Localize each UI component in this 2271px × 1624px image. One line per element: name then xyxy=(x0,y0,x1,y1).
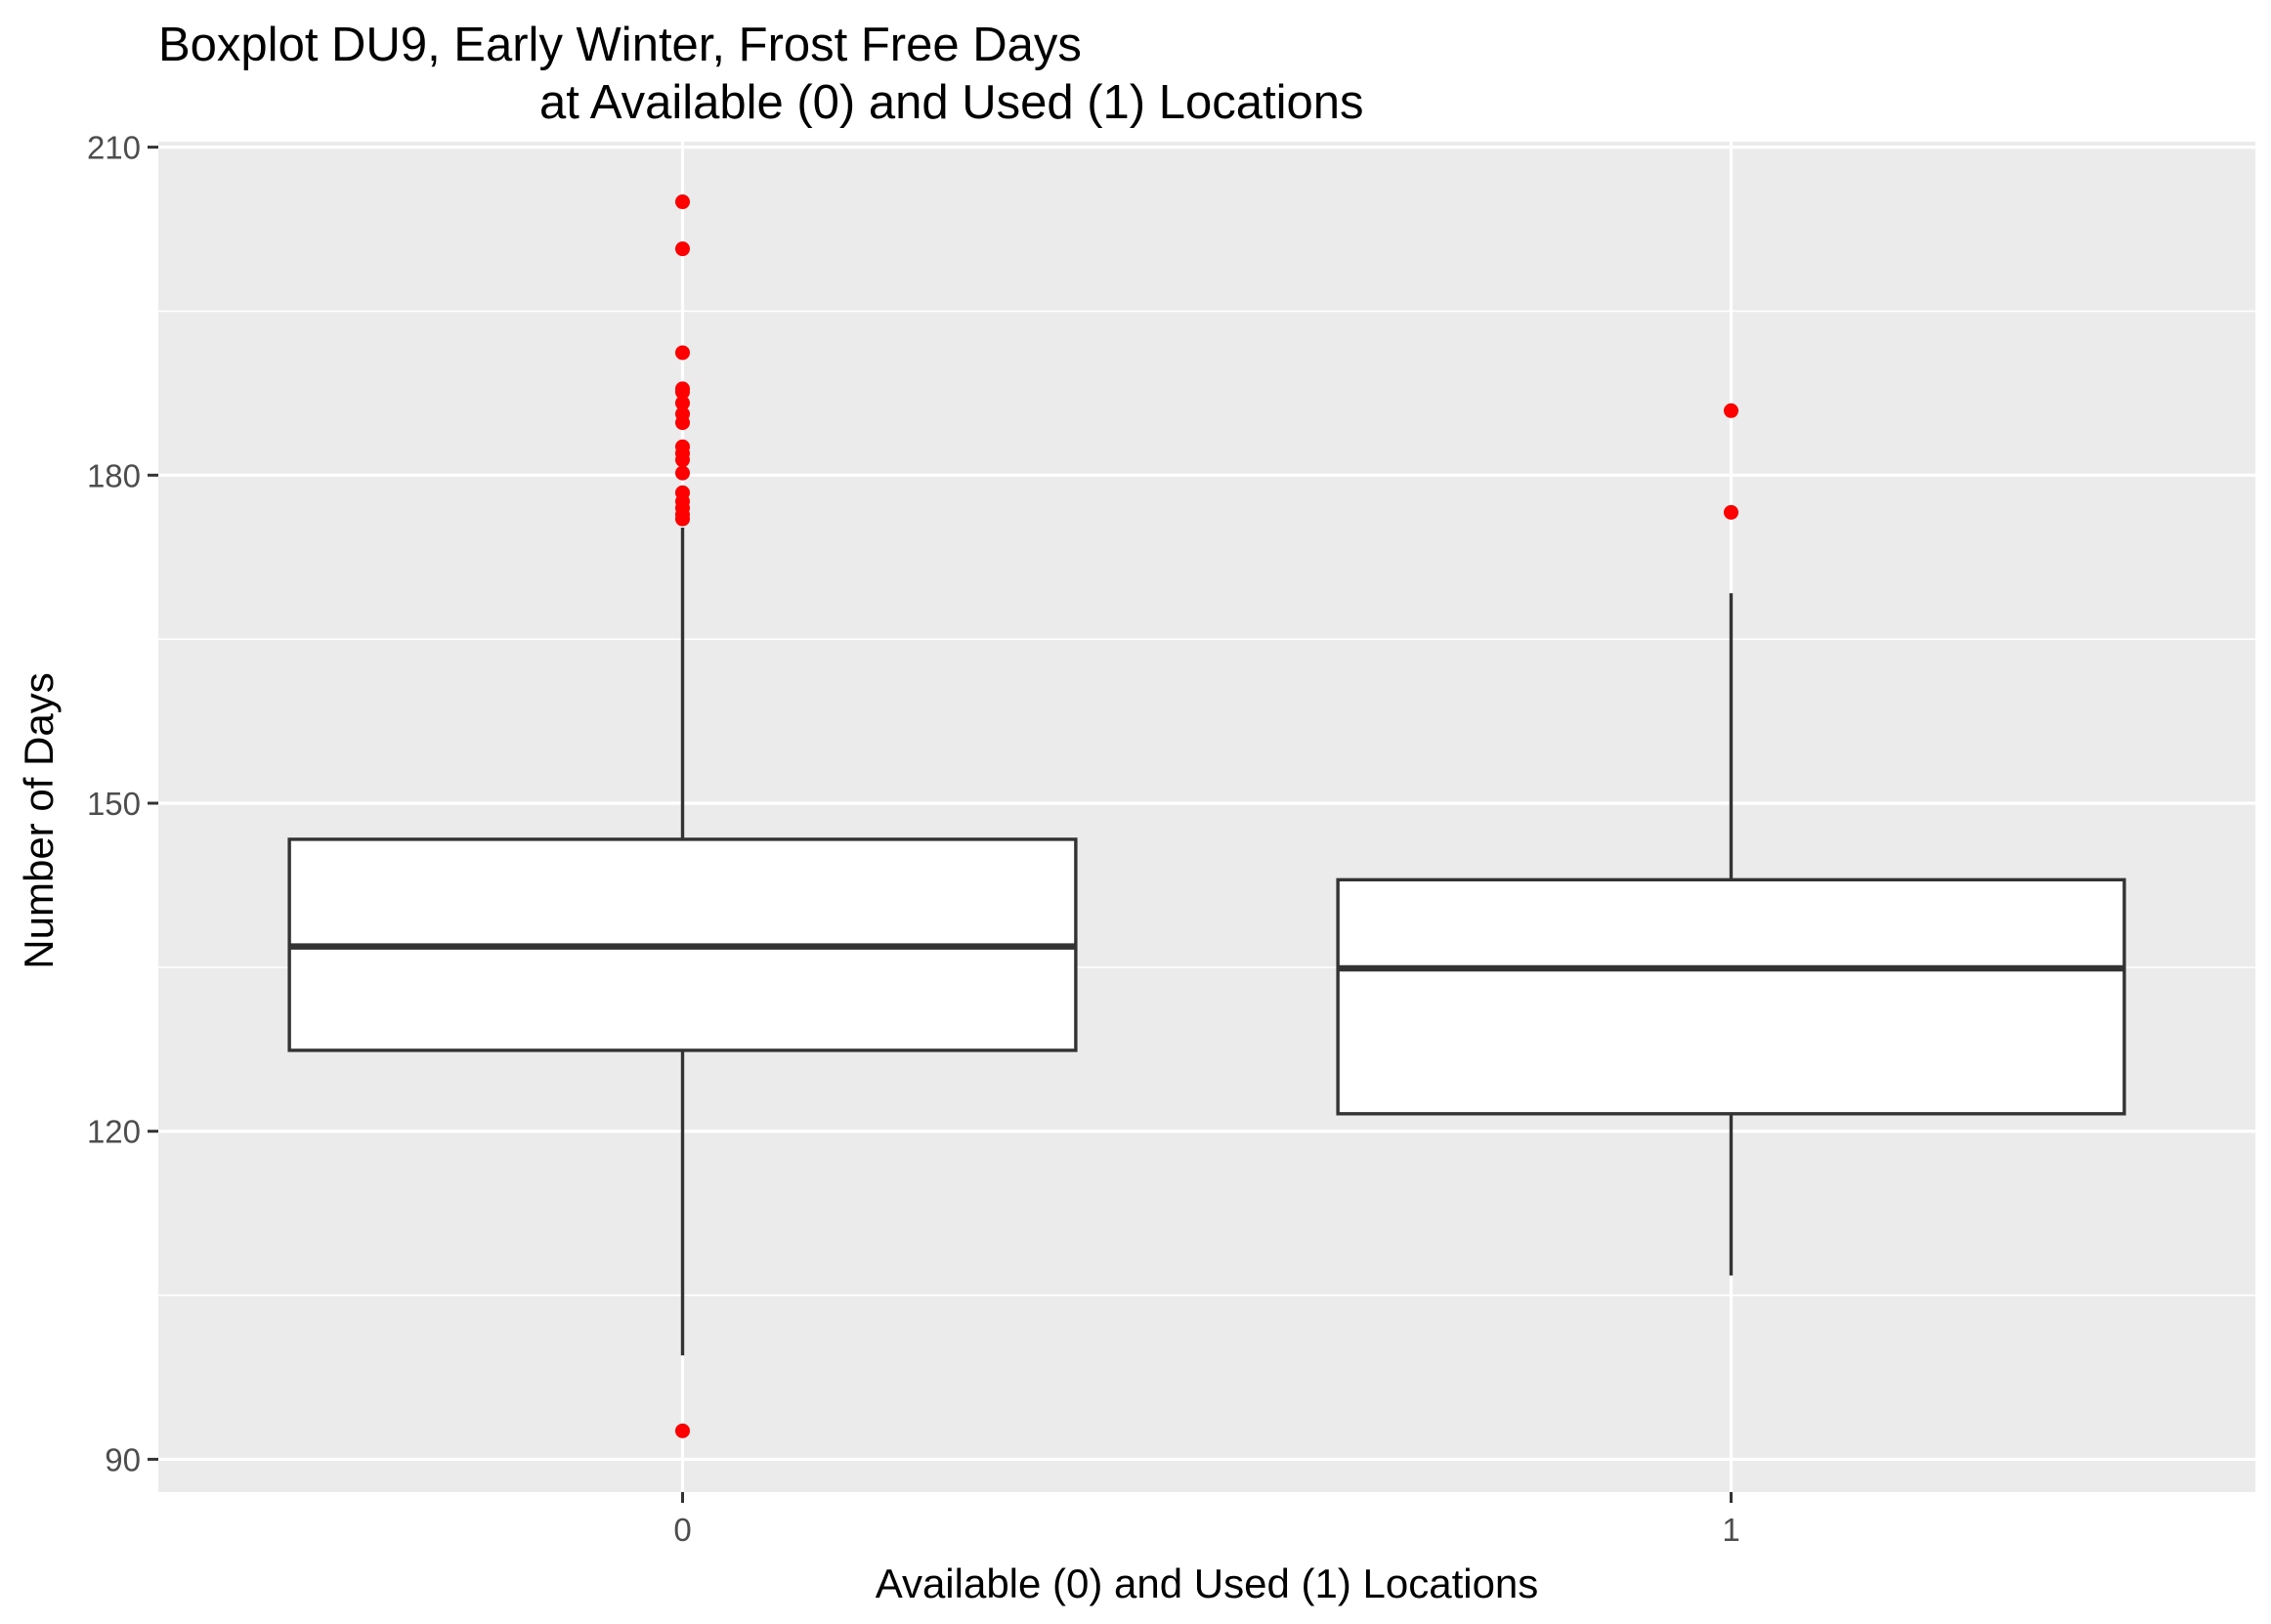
outlier-point xyxy=(675,406,690,422)
y-tick-label: 210 xyxy=(87,130,141,166)
outlier-point xyxy=(1724,504,1738,520)
outlier-point xyxy=(675,395,690,410)
y-tick-label: 150 xyxy=(87,786,141,822)
chart-title-line2: at Available (0) and Used (1) Locations xyxy=(539,76,1363,129)
box-group-1 xyxy=(1336,593,2126,1276)
boxes-layer xyxy=(287,528,2126,1356)
outlier-point xyxy=(675,485,690,500)
x-axis-title: Available (0) and Used (1) Locations xyxy=(876,1560,1539,1606)
outlier-point xyxy=(675,439,690,454)
box-iqr xyxy=(1336,877,2126,1116)
outlier-point xyxy=(675,345,690,361)
x-tick-label: 0 xyxy=(673,1512,691,1548)
y-tick-label: 90 xyxy=(105,1441,141,1477)
y-tick-label: 180 xyxy=(87,457,141,493)
y-axis: 90 120 150 180 210 xyxy=(87,130,158,1477)
x-tick-label: 1 xyxy=(1722,1512,1739,1548)
outlier-point xyxy=(675,465,690,481)
outlier-point xyxy=(1724,403,1738,418)
chart-title-line1: Boxplot DU9, Early Winter, Frost Free Da… xyxy=(158,19,1082,71)
plot-panel xyxy=(158,142,2255,1492)
outlier-point xyxy=(675,241,690,257)
box-group-0 xyxy=(287,528,1078,1356)
outlier-point xyxy=(675,1423,690,1438)
outlier-point xyxy=(675,381,690,397)
y-axis-title: Number of Days xyxy=(16,672,62,968)
outliers-layer xyxy=(675,194,1738,1438)
outlier-point xyxy=(675,194,690,210)
y-tick-label: 120 xyxy=(87,1114,141,1150)
